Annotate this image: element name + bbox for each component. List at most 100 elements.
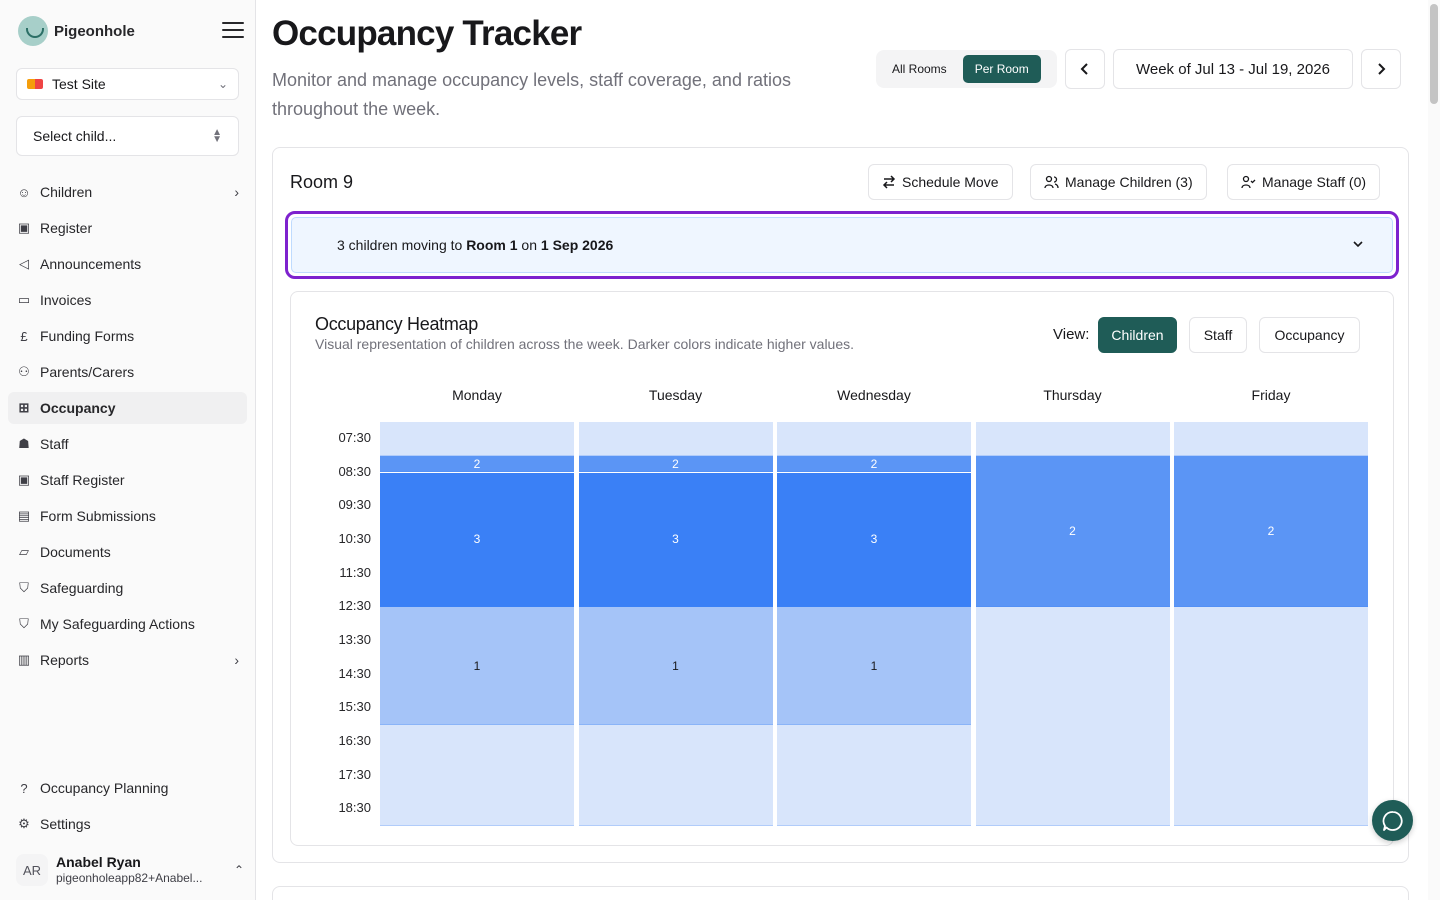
view-staff-button[interactable]: Staff [1189, 317, 1247, 353]
heatmap-cell[interactable] [975, 422, 1170, 456]
sidebar-item-occupancy-planning[interactable]: ? Occupancy Planning [8, 772, 247, 804]
next-section-card [272, 886, 1409, 900]
chevron-right-icon: › [234, 652, 239, 668]
heatmap-cell[interactable]: 2 [578, 455, 773, 473]
heatmap-cell[interactable] [1174, 422, 1368, 456]
site-logo-icon [27, 79, 43, 89]
smile-icon: ☺ [17, 184, 31, 200]
scheduled-move-banner[interactable]: 3 children moving to Room 1 on 1 Sep 202… [285, 211, 1399, 279]
heatmap-cell[interactable]: 2 [777, 455, 971, 473]
scroll-thumb[interactable] [1430, 4, 1438, 104]
sidebar-item-announcements[interactable]: ◁ Announcements [8, 248, 247, 280]
wallet-icon: ▭ [17, 292, 31, 307]
bar-chart-icon: ▥ [17, 652, 31, 667]
heatmap-cell-value: 2 [1267, 523, 1275, 538]
sidebar-item-register[interactable]: ▣ Register [8, 212, 247, 244]
heatmap-column-monday: 2 3 1 [380, 422, 574, 826]
sidebar-item-my-safeguarding-actions[interactable]: ⛉ My Safeguarding Actions [8, 608, 247, 640]
pound-icon: £ [20, 328, 28, 344]
heatmap-cell-value: 1 [473, 658, 481, 673]
heatmap-cell[interactable]: 3 [777, 472, 971, 608]
megaphone-icon: ◁ [19, 256, 29, 271]
heatmap-cell-value: 2 [672, 456, 679, 471]
sidebar-item-staff-register[interactable]: ▣ Staff Register [8, 464, 247, 496]
heatmap-cell[interactable] [1174, 607, 1368, 826]
heatmap-cell[interactable]: 1 [578, 607, 773, 725]
sidebar-item-label: Staff [40, 436, 69, 452]
sidebar-item-label: Children [40, 184, 93, 200]
menu-icon[interactable] [222, 22, 244, 40]
heatmap-title: Occupancy Heatmap [315, 314, 478, 334]
heatmap-cell-value: 3 [672, 532, 679, 547]
child-select[interactable]: Select child... ▲ ▼ [16, 116, 239, 156]
sidebar-item-invoices[interactable]: ▭ Invoices [8, 284, 247, 316]
sidebar-item-label: Occupancy Planning [40, 780, 169, 796]
sidebar-item-reports[interactable]: ▥ Reports › [8, 644, 247, 676]
time-label: 07:30 [338, 430, 371, 445]
brand[interactable]: Pigeonhole [18, 16, 135, 46]
sidebar-item-label: Announcements [40, 256, 142, 272]
chevron-down-icon[interactable] [1352, 238, 1364, 253]
week-label: Week of Jul 13 - Jul 19, 2026 [1113, 49, 1353, 89]
user-menu[interactable]: AR Anabel Ryan pigeonholeapp82+Anabel...… [16, 850, 244, 890]
per-room-button[interactable]: Per Room [962, 55, 1041, 83]
gear-icon: ⚙ [18, 816, 30, 831]
heatmap-cell[interactable]: 3 [380, 472, 574, 608]
sidebar-item-occupancy[interactable]: ⊞ Occupancy [8, 392, 247, 424]
manage-children-button[interactable]: Manage Children (3) [1030, 164, 1207, 200]
heatmap-cell[interactable] [578, 725, 773, 826]
heatmap-column-tuesday: 2 3 1 [578, 422, 773, 826]
previous-week-button[interactable] [1065, 49, 1105, 89]
sidebar-item-documents[interactable]: ▱ Documents [8, 536, 247, 568]
page-scrollbar[interactable] [1428, 0, 1440, 900]
time-label: 11:30 [339, 564, 371, 580]
chevrons-up-down-icon: ▲ ▼ [212, 127, 222, 145]
time-label: 10:30 [338, 531, 371, 546]
site-name: Test Site [52, 76, 106, 92]
sidebar-item-parents-carers[interactable]: ⚇ Parents/Carers [8, 356, 247, 388]
heatmap-cell[interactable] [975, 607, 1170, 826]
sidebar-item-safeguarding[interactable]: ⛉ Safeguarding [8, 572, 247, 604]
heatmap-cell[interactable]: 2 [1174, 455, 1368, 608]
site-select[interactable]: Test Site ⌄ [16, 68, 239, 100]
move-target-room: Room 1 [466, 237, 518, 253]
view-occupancy-button[interactable]: Occupancy [1259, 317, 1360, 353]
all-rooms-button[interactable]: All Rooms [892, 62, 947, 76]
child-select-placeholder: Select child... [33, 128, 117, 144]
occupancy-heatmap-card: Occupancy Heatmap Visual representation … [290, 291, 1394, 846]
time-label: 09:30 [338, 497, 371, 513]
chat-bubble-icon [1382, 810, 1403, 831]
manage-children-label: Manage Children (3) [1065, 174, 1193, 190]
heatmap-cell[interactable] [777, 725, 971, 826]
heatmap-cell[interactable]: 1 [777, 607, 971, 725]
heatmap-cell[interactable] [777, 422, 971, 456]
sidebar-item-settings[interactable]: ⚙ Settings [8, 808, 247, 840]
heatmap-cell[interactable] [380, 725, 574, 826]
folder-icon: ▱ [19, 544, 29, 559]
time-label: 15:30 [338, 699, 371, 715]
heatmap-cell[interactable]: 2 [380, 455, 574, 473]
chat-button[interactable] [1372, 800, 1413, 841]
heatmap-cell[interactable]: 2 [975, 455, 1170, 608]
sidebar-item-staff[interactable]: ☗ Staff [8, 428, 247, 460]
heatmap-cell[interactable]: 1 [380, 607, 574, 725]
day-header-monday: Monday [452, 387, 502, 403]
heatmap-cell[interactable] [578, 422, 773, 456]
schedule-move-button[interactable]: Schedule Move [868, 164, 1013, 200]
calendar-check-icon: ▣ [17, 220, 31, 235]
heatmap-cell-value: 3 [870, 532, 878, 547]
chevron-right-icon [1378, 63, 1386, 75]
manage-staff-button[interactable]: Manage Staff (0) [1227, 164, 1381, 200]
room-title: Room 9 [290, 172, 354, 192]
page-subtitle: Monitor and manage occupancy levels, sta… [272, 70, 791, 119]
view-children-button[interactable]: Children [1098, 317, 1177, 353]
sidebar-item-funding-forms[interactable]: £ Funding Forms [8, 320, 247, 352]
sidebar-item-form-submissions[interactable]: ▤ Form Submissions [8, 500, 247, 532]
heatmap-cell[interactable]: 3 [578, 472, 773, 608]
sidebar-item-children[interactable]: ☺ Children › [8, 176, 247, 208]
sidebar-item-label: Reports [40, 652, 90, 668]
next-week-button[interactable] [1361, 49, 1401, 89]
chevron-left-icon [1080, 63, 1088, 75]
heatmap-cell[interactable] [380, 422, 574, 456]
file-text-icon: ▤ [17, 508, 31, 523]
